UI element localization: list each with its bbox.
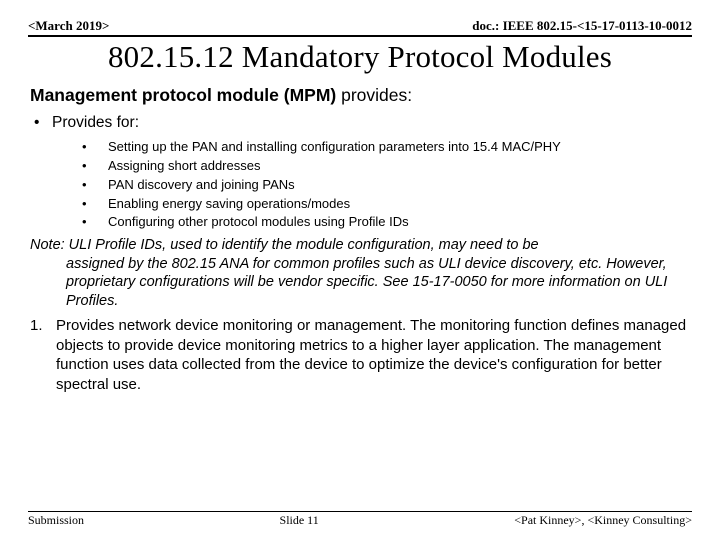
header-date: <March 2019>: [28, 18, 109, 34]
list-text: Enabling energy saving operations/modes: [108, 195, 350, 214]
note-first-line: Note: ULI Profile IDs, used to identify …: [30, 237, 539, 253]
list-item: •Enabling energy saving operations/modes: [82, 195, 692, 214]
sub-bullet-list: •Setting up the PAN and installing confi…: [82, 138, 692, 232]
subtitle-rest: provides:: [336, 85, 412, 105]
bullet-icon: •: [82, 176, 108, 195]
bullet-icon: •: [34, 114, 52, 132]
number-label: 1.: [30, 316, 56, 394]
note-rest: assigned by the 802.15 ANA for common pr…: [30, 255, 692, 311]
slide-title: 802.15.12 Mandatory Protocol Modules: [28, 39, 692, 75]
list-text: Setting up the PAN and installing config…: [108, 138, 561, 157]
footer-left: Submission: [28, 513, 84, 528]
subtitle: Management protocol module (MPM) provide…: [30, 85, 692, 106]
numbered-item: 1. Provides network device monitoring or…: [30, 316, 692, 394]
bullet-icon: •: [82, 195, 108, 214]
provides-label: Provides for:: [52, 114, 139, 131]
list-item: •PAN discovery and joining PANs: [82, 176, 692, 195]
list-item: •Assigning short addresses: [82, 157, 692, 176]
note-block: Note: ULI Profile IDs, used to identify …: [30, 236, 692, 310]
subtitle-bold: Management protocol module (MPM): [30, 85, 336, 105]
header: <March 2019> doc.: IEEE 802.15-<15-17-01…: [28, 18, 692, 37]
bullet-icon: •: [82, 157, 108, 176]
list-text: PAN discovery and joining PANs: [108, 176, 295, 195]
footer: Submission Slide 11 <Pat Kinney>, <Kinne…: [28, 511, 692, 528]
list-item: •Setting up the PAN and installing confi…: [82, 138, 692, 157]
footer-right: <Pat Kinney>, <Kinney Consulting>: [514, 513, 692, 528]
footer-center: Slide 11: [280, 513, 319, 528]
list-text: Configuring other protocol modules using…: [108, 213, 409, 232]
bullet-icon: •: [82, 138, 108, 157]
bullet-icon: •: [82, 213, 108, 232]
provides-line: •Provides for:: [34, 114, 692, 132]
list-item: •Configuring other protocol modules usin…: [82, 213, 692, 232]
header-doc: doc.: IEEE 802.15-<15-17-0113-10-0012: [472, 18, 692, 34]
list-text: Assigning short addresses: [108, 157, 260, 176]
numbered-text: Provides network device monitoring or ma…: [56, 316, 692, 394]
